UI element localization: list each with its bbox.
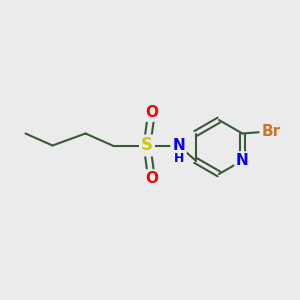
Text: S: S <box>141 136 153 154</box>
Text: Br: Br <box>261 124 280 140</box>
Text: N: N <box>236 153 249 168</box>
Text: N: N <box>172 138 185 153</box>
Text: H: H <box>174 152 184 165</box>
Text: O: O <box>145 105 158 120</box>
Text: O: O <box>145 171 158 186</box>
